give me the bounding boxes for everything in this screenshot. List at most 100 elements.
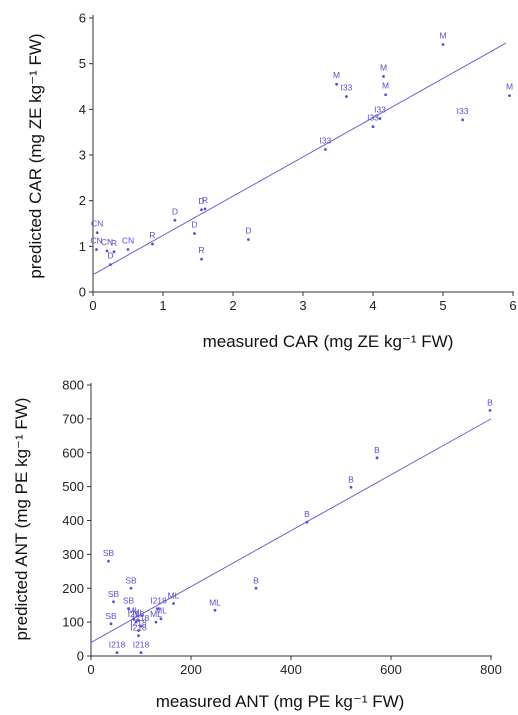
ant-data-point: [137, 619, 140, 622]
ant-data-point: [172, 602, 175, 605]
ant-data-point: [137, 629, 140, 632]
ant-x-tick-label: 400: [280, 662, 302, 677]
car-data-point: [384, 93, 387, 97]
car-point-label: I33: [319, 136, 331, 146]
ant-point-label: ML: [209, 597, 221, 607]
car-point-label: D: [198, 196, 204, 206]
car-data-point: [151, 242, 154, 246]
car-point-label: R: [111, 238, 117, 248]
car-data-point: [200, 257, 203, 261]
car-x-ticks: 0 1 2 3 4 5 6: [89, 292, 517, 313]
ant-data-point: [157, 607, 160, 610]
car-point-label: CN: [122, 236, 134, 246]
ant-data-points: SBSBSBSBSBI218I218MLI218MLI218I218I218ML…: [103, 397, 493, 655]
ant-y-tick-label: 0: [77, 649, 84, 664]
ant-data-point: [109, 622, 113, 626]
ant-point-label: I218: [128, 609, 145, 619]
car-data-point: [200, 208, 203, 212]
car-point-label: M: [380, 62, 387, 72]
ant-x-tick-label: 0: [87, 662, 94, 677]
car-point-label: M: [333, 70, 340, 80]
car-y-tick-label: 4: [79, 102, 86, 117]
car-y-tick-label: 2: [79, 193, 86, 208]
car-point-label: CN: [101, 237, 113, 247]
ant-point-label: B: [487, 397, 493, 407]
ant-data-point: [488, 409, 492, 412]
car-point-label: I33: [374, 104, 386, 114]
car-data-point: [378, 117, 382, 120]
ant-y-tick-label: 600: [62, 445, 84, 460]
ant-point-label: ML: [128, 606, 140, 616]
car-data-point: [371, 125, 375, 129]
ant-data-point: [159, 617, 163, 621]
ant-data-point: [254, 586, 258, 590]
car-point-label: CN: [90, 236, 102, 246]
ant-point-label: ML: [133, 607, 145, 617]
ant-point-label: ML: [168, 590, 180, 600]
car-data-point: [441, 43, 445, 46]
ant-point-label: ML: [150, 609, 162, 619]
car-data-point: [109, 263, 112, 266]
car-data-point: [324, 148, 327, 151]
car-data-point: [508, 94, 511, 98]
ant-data-point: [134, 620, 138, 624]
car-y-tick-label: 6: [79, 11, 86, 26]
ant-x-axis-label: measured ANT (mg PE kg⁻¹ FW): [156, 692, 405, 711]
ant-y-axis-label: predicted ANT (mg PE kg⁻¹ FW): [12, 398, 31, 641]
ant-point-label: SB: [103, 548, 115, 558]
car-point-label: M: [439, 30, 446, 40]
car-point-label: M: [506, 82, 513, 92]
car-x-tick-label: 1: [159, 298, 166, 313]
car-data-point: [382, 75, 385, 78]
ant-point-label: I218: [133, 613, 150, 623]
ant-x-tick-label: 800: [480, 662, 502, 677]
ant-point-label: I218: [130, 618, 147, 628]
car-data-point: [105, 249, 109, 253]
ant-y-tick-label: 500: [62, 479, 84, 494]
car-x-tick-label: 6: [509, 298, 516, 313]
ant-y-tick-label: 100: [62, 615, 84, 630]
ant-data-point: [139, 651, 143, 655]
ant-data-point: [305, 520, 309, 524]
car-point-label: D: [172, 206, 178, 216]
car-y-tick-label: 5: [79, 56, 86, 71]
ant-y-ticks: 0 100 200 300 400 500 600 700 800: [62, 378, 91, 664]
car-point-label: R: [149, 230, 155, 240]
car-point-label: I33: [340, 83, 352, 93]
ant-data-point: [115, 651, 119, 655]
car-point-label: I33: [457, 106, 469, 116]
car-x-axis-label: measured CAR (mg ZE kg⁻¹ FW): [203, 332, 454, 351]
ant-data-point: [349, 485, 353, 489]
car-data-point: [95, 231, 99, 235]
ant-point-label: B: [304, 509, 310, 519]
car-y-axis-label: predicted CAR (mg ZE kg⁻¹ FW): [26, 33, 45, 278]
ant-point-label: SB: [105, 611, 117, 621]
ant-regression-line: [90, 418, 492, 643]
car-x-tick-label: 2: [229, 298, 236, 313]
car-data-point: [173, 218, 177, 222]
car-y-tick-label: 1: [79, 239, 86, 254]
ant-data-point: [107, 559, 110, 563]
car-data-point: [345, 95, 348, 98]
ant-y-tick-label: 300: [62, 547, 84, 562]
ant-point-label: I218: [109, 640, 126, 650]
car-regression-line: [92, 42, 507, 276]
ant-point-label: B: [348, 474, 354, 484]
car-point-label: M: [382, 81, 389, 91]
ant-x-tick-label: 600: [380, 662, 402, 677]
ant-point-label: SB: [125, 575, 137, 585]
ant-data-point: [112, 600, 115, 604]
car-data-point: [203, 207, 207, 211]
car-x-tick-label: 4: [369, 298, 376, 313]
car-x-tick-label: 3: [299, 298, 306, 313]
ant-point-label: SB: [123, 596, 135, 606]
ant-data-point: [127, 607, 130, 610]
ant-x-ticks: 0 200 400 600 800: [87, 656, 502, 677]
ant-point-label: SB: [108, 589, 120, 599]
ant-data-point: [139, 624, 143, 628]
car-point-label: I33: [367, 113, 379, 123]
car-y-ticks: 0 1 2 3 4 5 6: [79, 11, 93, 300]
ant-point-label: I218: [130, 623, 147, 633]
ant-point-label: ML: [155, 606, 167, 616]
